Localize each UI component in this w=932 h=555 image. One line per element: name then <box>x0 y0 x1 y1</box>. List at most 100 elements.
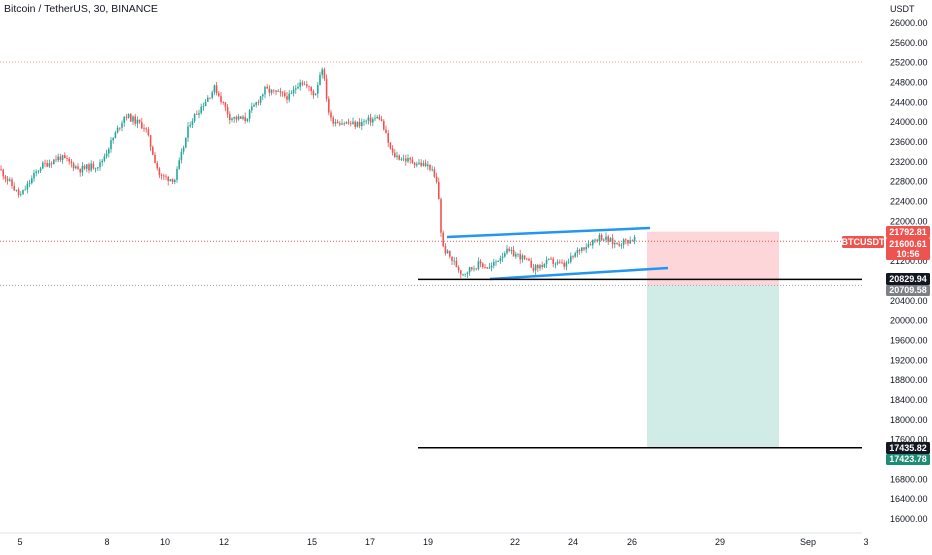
candle <box>413 161 416 168</box>
candle <box>303 81 306 86</box>
candle <box>374 114 376 122</box>
candle-body <box>444 246 447 254</box>
candle-body <box>268 88 271 93</box>
candle <box>537 263 539 273</box>
candle-body <box>72 163 75 169</box>
candle-body <box>187 126 189 138</box>
candle-body <box>262 94 264 97</box>
candle <box>420 159 422 168</box>
candle <box>64 152 66 159</box>
candle <box>132 115 134 125</box>
candle <box>477 257 480 271</box>
candle-body <box>473 268 475 270</box>
candle <box>603 238 605 242</box>
candle <box>548 258 550 261</box>
candle-body <box>631 240 634 242</box>
candle-body <box>328 98 330 113</box>
time-axis-tick: 5 <box>17 537 22 547</box>
candle-body <box>310 87 312 92</box>
candle-body <box>108 149 110 154</box>
candle-body <box>391 148 394 153</box>
last-price-tag-bg <box>886 238 930 260</box>
time-axis-tick: 29 <box>715 537 725 547</box>
candle-body <box>510 249 513 251</box>
candle-body <box>26 183 29 190</box>
candle-body <box>215 85 218 94</box>
candle-body <box>581 247 583 251</box>
candle-body <box>6 178 9 181</box>
candle-body <box>314 93 317 96</box>
candle-body <box>512 249 515 257</box>
candle <box>160 173 163 180</box>
candle <box>143 124 145 133</box>
candle <box>552 256 554 268</box>
candle-body <box>576 249 579 254</box>
candle-body <box>270 89 273 93</box>
candle-body <box>400 159 403 161</box>
candle <box>532 263 535 273</box>
candle-body <box>224 102 227 108</box>
candle <box>226 104 229 118</box>
candle <box>141 117 143 130</box>
time-axis[interactable]: 5 8 10 12 15 17 19 22 24 26 29 Sep 3 <box>0 532 869 547</box>
candle-body <box>334 121 337 124</box>
candle <box>310 86 312 96</box>
candle <box>625 238 627 245</box>
candle-body <box>435 176 438 182</box>
price-axis-tick: 24400.00 <box>890 97 928 107</box>
candle-body <box>114 132 117 138</box>
candle <box>561 259 563 264</box>
candle <box>358 118 361 129</box>
candle-body <box>48 163 51 167</box>
candle-body <box>286 96 288 100</box>
candle-body <box>561 262 563 264</box>
candle <box>55 155 57 163</box>
candle-body <box>167 176 169 182</box>
drawing-tools[interactable] <box>418 226 932 449</box>
candle <box>196 110 198 115</box>
candle-body <box>499 258 502 262</box>
candle <box>103 153 106 163</box>
candle-body <box>317 84 319 94</box>
candle <box>391 145 394 156</box>
candle-body <box>541 265 543 268</box>
candle-body <box>341 123 343 125</box>
candle-body <box>253 104 255 107</box>
candle <box>545 256 548 269</box>
candle <box>262 93 264 101</box>
candle <box>475 268 477 271</box>
candle <box>457 265 460 273</box>
candle <box>105 149 108 159</box>
candle <box>411 156 414 164</box>
candle-body <box>9 179 11 181</box>
candle-body <box>358 121 361 126</box>
candle-body <box>37 170 40 172</box>
candle <box>512 245 515 257</box>
candle <box>482 262 484 269</box>
candle-body <box>587 244 590 248</box>
candle <box>50 161 53 168</box>
time-axis-tick: 17 <box>365 537 375 547</box>
candle <box>596 238 598 243</box>
candle <box>290 90 293 95</box>
candle-body <box>121 122 123 128</box>
candle-body <box>297 86 299 89</box>
candle <box>429 164 431 172</box>
candle <box>530 257 532 268</box>
candle <box>440 197 442 237</box>
candle-body <box>134 116 136 124</box>
candle <box>207 95 209 102</box>
candle <box>116 125 119 134</box>
price-axis-tick: 23600.00 <box>890 137 928 147</box>
candle <box>189 121 191 128</box>
candle-body <box>585 247 587 250</box>
candle-body <box>130 114 132 122</box>
candle <box>534 263 537 275</box>
candle <box>387 130 389 147</box>
candle-body <box>28 183 31 184</box>
candle-body <box>532 267 535 271</box>
candle-body <box>440 199 442 233</box>
candle <box>422 160 425 167</box>
candle <box>83 164 86 171</box>
